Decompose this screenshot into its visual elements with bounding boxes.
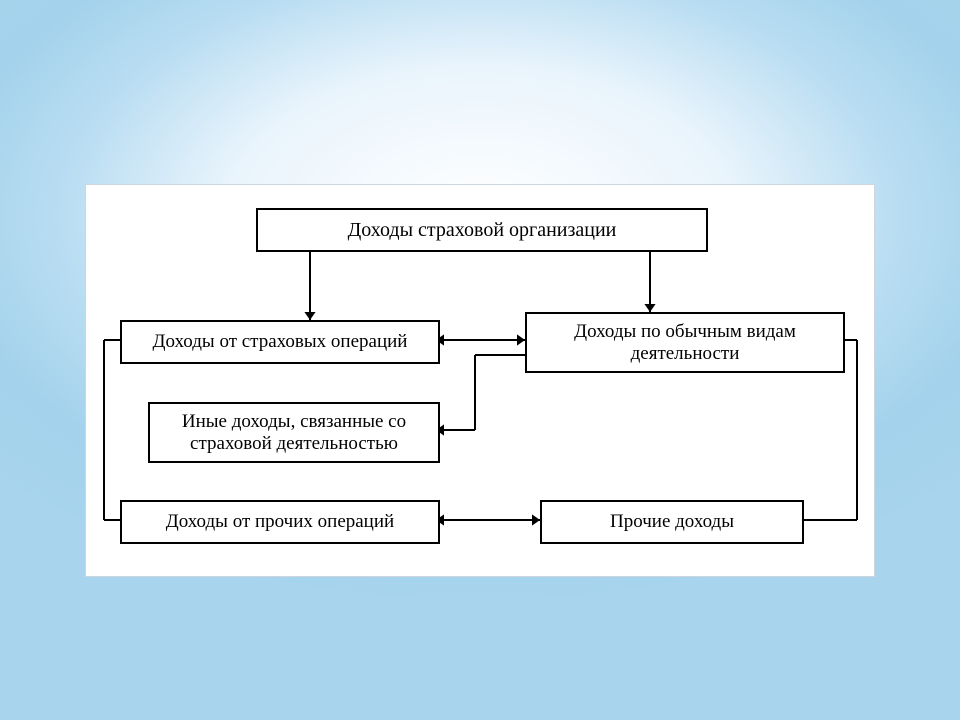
node-left-1: Доходы от страховых операций	[120, 320, 440, 364]
node-label: Прочие доходы	[610, 511, 734, 533]
node-root: Доходы страховой организации	[256, 208, 708, 252]
node-label: Доходы страховой организации	[348, 219, 617, 242]
node-right-3: Прочие доходы	[540, 500, 804, 544]
node-label: Доходы от прочих операций	[166, 511, 394, 533]
diagram-stage: Доходы страховой организации Доходы от с…	[0, 0, 960, 720]
node-right-1: Доходы по обычным видам деятельности	[525, 312, 845, 373]
node-left-2: Иные доходы, связанные со страховой деят…	[148, 402, 440, 463]
node-left-3: Доходы от прочих операций	[120, 500, 440, 544]
node-label: Доходы от страховых операций	[153, 331, 408, 353]
node-label: Иные доходы, связанные со страховой деят…	[150, 411, 438, 455]
node-label: Доходы по обычным видам деятельности	[527, 321, 843, 365]
